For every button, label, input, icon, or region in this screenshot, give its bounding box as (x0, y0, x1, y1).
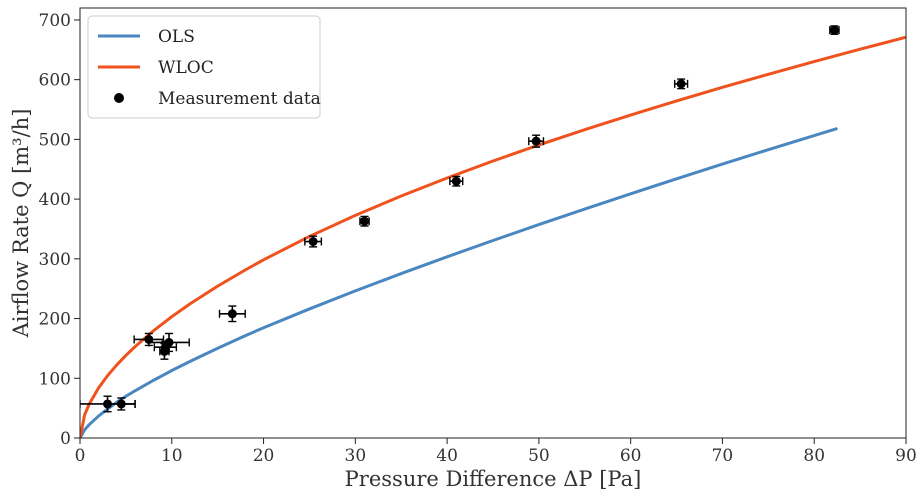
data-point (829, 25, 840, 35)
legend-label-measurement: Measurement data (158, 89, 321, 109)
y-tick-label: 400 (39, 190, 71, 210)
legend: OLS WLOC Measurement data (87, 15, 321, 119)
data-marker (829, 25, 839, 35)
x-tick-label: 70 (712, 446, 734, 466)
y-tick-label: 600 (39, 71, 71, 91)
x-axis-label: Pressure Difference ΔP [Pa] (345, 467, 642, 491)
data-point (218, 305, 246, 323)
data-point (528, 134, 545, 148)
x-tick-label: 40 (436, 446, 458, 466)
x-tick-label: 0 (75, 446, 86, 466)
data-point (449, 175, 464, 187)
x-tick-label: 90 (895, 446, 917, 466)
data-point (674, 78, 689, 90)
x-axis: 0 10 20 30 40 50 60 70 80 90 (75, 438, 917, 466)
legend-label-wloc: WLOC (158, 58, 214, 78)
data-marker (531, 136, 541, 146)
data-marker (676, 79, 686, 89)
y-tick-label: 100 (39, 369, 71, 389)
plot-frame (79, 7, 907, 439)
y-axis-label: Airflow Rate Q [m³/h] (9, 109, 33, 339)
y-tick-label: 200 (39, 310, 71, 330)
data-marker (227, 309, 237, 319)
data-marker (360, 216, 370, 226)
data-marker (308, 237, 318, 247)
x-tick-label: 80 (803, 446, 825, 466)
x-tick-label: 60 (620, 446, 642, 466)
legend-box (87, 15, 321, 119)
series-layer (80, 25, 906, 438)
data-marker (116, 399, 126, 409)
data-marker (164, 337, 174, 347)
x-tick-label: 10 (161, 446, 183, 466)
series-line-wloc (80, 35, 906, 438)
x-tick-label: 50 (528, 446, 550, 466)
y-tick-label: 300 (39, 250, 71, 270)
x-tick-label: 20 (253, 446, 275, 466)
data-point (148, 332, 190, 353)
legend-swatch-measurement (114, 93, 124, 103)
data-point (304, 235, 323, 248)
legend-label-ols: OLS (158, 27, 195, 47)
y-tick-label: 500 (39, 130, 71, 150)
x-tick-label: 30 (345, 446, 367, 466)
y-tick-label: 0 (60, 429, 71, 449)
data-point (359, 215, 370, 227)
y-tick-label: 700 (39, 11, 71, 31)
y-axis: 0 100 200 300 400 500 600 700 (39, 11, 80, 449)
data-marker (451, 176, 461, 186)
data-point (106, 397, 136, 411)
data-point (133, 332, 165, 347)
